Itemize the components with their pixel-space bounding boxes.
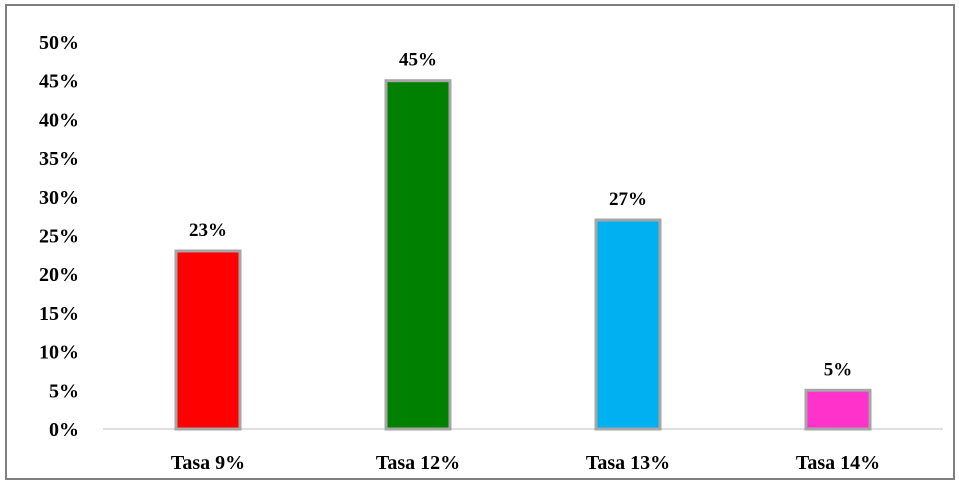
x-category-label: Tasa 14% (796, 452, 880, 474)
data-labels-group: 23% 45% 27% 5% (189, 50, 852, 381)
data-label: 45% (399, 50, 437, 71)
y-tick-label: 50% (39, 32, 79, 54)
x-category-label: Tasa 13% (586, 452, 670, 474)
x-category-label: Tasa 12% (376, 452, 460, 474)
y-tick-label: 30% (39, 187, 79, 209)
bar (804, 388, 872, 431)
y-axis-tick-labels: 0% 5% 10% 15% 20% 25% 30% 35% 40% 45% 50% (39, 32, 79, 441)
data-label: 23% (189, 220, 227, 241)
bar (384, 79, 452, 431)
y-tick-label: 15% (39, 303, 79, 325)
y-tick-label: 0% (49, 419, 79, 441)
bars-group (174, 79, 872, 431)
x-category-label: Tasa 9% (171, 452, 245, 474)
bar (594, 218, 662, 431)
data-label: 5% (824, 359, 853, 380)
data-label: 27% (609, 189, 647, 210)
category-labels-group: Tasa 9% Tasa 12% Tasa 13% Tasa 14% (171, 452, 880, 474)
y-tick-label: 25% (39, 226, 79, 248)
y-tick-label: 40% (39, 109, 79, 131)
y-tick-label: 20% (39, 264, 79, 286)
y-tick-label: 45% (39, 71, 79, 93)
chart-frame (5, 4, 955, 480)
y-tick-label: 35% (39, 148, 79, 170)
y-tick-label: 5% (49, 380, 79, 402)
y-tick-label: 10% (39, 342, 79, 364)
bar (174, 249, 242, 431)
